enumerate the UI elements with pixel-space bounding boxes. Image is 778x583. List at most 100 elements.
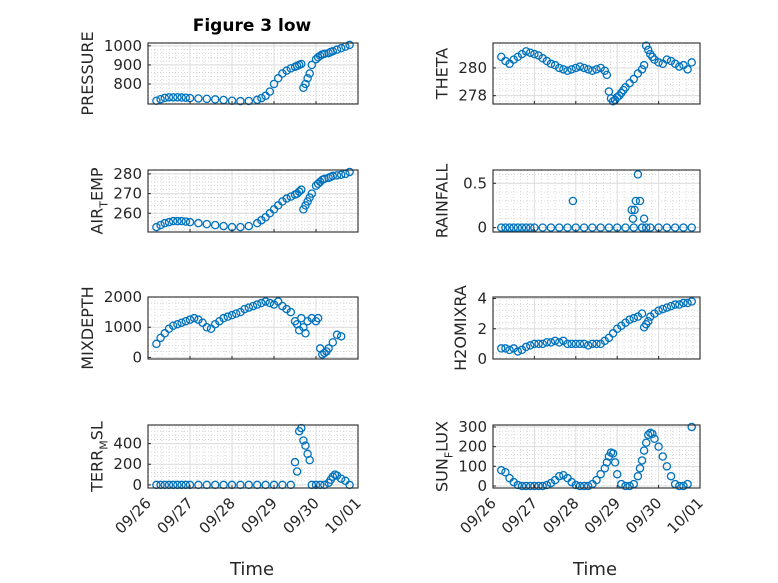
axes-box bbox=[492, 42, 701, 105]
data-point bbox=[181, 316, 191, 326]
data-point bbox=[579, 481, 589, 491]
data-point bbox=[687, 58, 696, 67]
data-point bbox=[257, 93, 266, 103]
data-point bbox=[328, 46, 338, 56]
data-point bbox=[336, 43, 346, 53]
data-point bbox=[538, 339, 547, 349]
data-point bbox=[563, 66, 572, 75]
y-axis-label: RAINFALL bbox=[432, 164, 451, 239]
data-point bbox=[332, 171, 342, 180]
data-point bbox=[588, 339, 597, 349]
data-point bbox=[635, 464, 645, 473]
data-point bbox=[679, 481, 688, 491]
data-point bbox=[639, 214, 649, 223]
y-label-subscript: M bbox=[97, 440, 110, 450]
x-tick-label: 09/26 bbox=[112, 494, 155, 537]
data-point bbox=[534, 481, 543, 491]
y-label-subscript: T bbox=[97, 201, 110, 209]
x-tick-label: 09/27 bbox=[154, 494, 197, 537]
data-point bbox=[160, 218, 170, 228]
data-point bbox=[328, 472, 338, 481]
data-point bbox=[194, 218, 203, 228]
data-point bbox=[534, 339, 543, 349]
data-point bbox=[662, 303, 672, 312]
data-point bbox=[596, 469, 605, 479]
data-point bbox=[219, 221, 228, 231]
y-tick-label: 200 bbox=[458, 438, 487, 456]
y-tick-label: 900 bbox=[113, 56, 142, 74]
data-point bbox=[579, 339, 589, 349]
data-point bbox=[315, 51, 325, 61]
data-point bbox=[332, 45, 342, 54]
axes-box bbox=[492, 296, 701, 360]
data-point bbox=[156, 220, 165, 230]
data-point bbox=[164, 93, 174, 102]
y-tick-label: 0 bbox=[132, 476, 142, 494]
data-point bbox=[236, 96, 245, 106]
data-point bbox=[639, 60, 649, 70]
data-point bbox=[530, 339, 539, 349]
data-point bbox=[185, 217, 195, 227]
data-point bbox=[320, 348, 329, 358]
y-tick-label: 4 bbox=[477, 290, 487, 308]
data-point bbox=[292, 467, 302, 476]
subplot-4: 0 0.5 RAINFALL bbox=[432, 164, 701, 239]
data-point bbox=[637, 223, 647, 232]
y-axis-label: TERRMSL bbox=[87, 421, 110, 493]
data-point bbox=[633, 170, 643, 179]
data-point bbox=[644, 45, 653, 55]
data-point bbox=[583, 65, 593, 74]
axes-box bbox=[492, 169, 701, 233]
data-point bbox=[554, 471, 564, 481]
data-point bbox=[629, 74, 639, 84]
data-point bbox=[635, 196, 645, 206]
data-point bbox=[567, 65, 576, 74]
subplot-6: 0 2 4 H2OMIXRA bbox=[451, 285, 701, 371]
y-tick-label: 200 bbox=[113, 455, 142, 473]
data-point bbox=[273, 74, 283, 83]
x-tick-label: 10/01 bbox=[664, 494, 707, 537]
data-point bbox=[297, 185, 306, 194]
plot-area bbox=[493, 425, 700, 488]
y-label-part: TERR bbox=[87, 450, 106, 493]
data-point bbox=[629, 223, 639, 232]
data-point bbox=[575, 339, 585, 349]
data-point bbox=[336, 332, 346, 341]
data-point bbox=[612, 469, 622, 479]
data-point bbox=[521, 481, 531, 491]
data-point bbox=[307, 60, 317, 70]
data-point bbox=[252, 95, 262, 105]
y-tick-label: 280 bbox=[113, 165, 142, 183]
data-point bbox=[328, 171, 338, 181]
data-point bbox=[546, 338, 556, 347]
data-point bbox=[273, 297, 283, 306]
data-point bbox=[687, 297, 696, 306]
y-axis-label: MIXDEPTH bbox=[78, 286, 97, 369]
data-point bbox=[538, 481, 547, 491]
data-point bbox=[305, 455, 314, 465]
data-point bbox=[313, 53, 323, 62]
data-point bbox=[282, 194, 291, 203]
data-point bbox=[588, 66, 597, 75]
y-tick-label: 280 bbox=[458, 59, 487, 77]
data-point bbox=[571, 63, 581, 73]
data-point bbox=[633, 471, 643, 481]
y-axis-label: THETA bbox=[432, 48, 451, 100]
data-point bbox=[219, 313, 228, 323]
data-point bbox=[675, 481, 684, 491]
y-tick-label: 400 bbox=[113, 435, 142, 453]
data-point bbox=[679, 223, 688, 232]
data-point bbox=[173, 319, 182, 329]
data-point bbox=[261, 297, 270, 306]
data-point bbox=[654, 58, 663, 67]
data-point bbox=[227, 310, 237, 320]
data-point bbox=[521, 47, 531, 56]
data-point bbox=[662, 55, 672, 64]
data-point bbox=[559, 65, 568, 74]
axes-box bbox=[147, 169, 359, 233]
data-point bbox=[286, 307, 296, 317]
y-tick-label: 800 bbox=[113, 75, 142, 93]
x-tick-label: 10/01 bbox=[322, 494, 365, 537]
data-point bbox=[240, 304, 249, 314]
data-point bbox=[301, 329, 310, 338]
